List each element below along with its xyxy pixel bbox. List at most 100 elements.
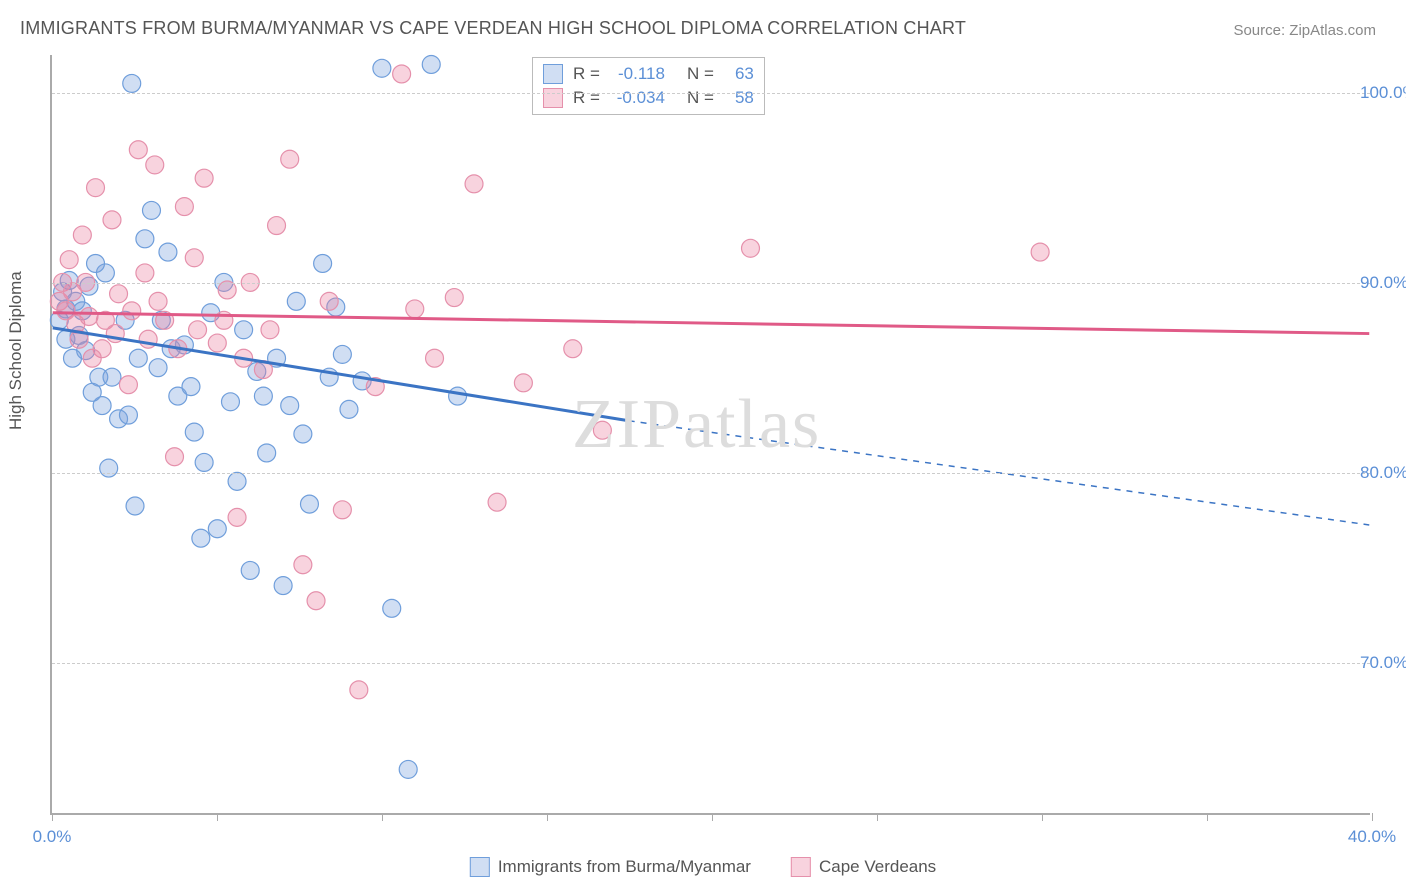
point-burma — [129, 349, 147, 367]
chart-title: IMMIGRANTS FROM BURMA/MYANMAR VS CAPE VE… — [20, 18, 966, 39]
legend-n-label: N = — [687, 86, 714, 110]
point-burma — [241, 561, 259, 579]
point-cape — [488, 493, 506, 511]
point-cape — [281, 150, 299, 168]
point-burma — [119, 406, 137, 424]
point-cape — [87, 179, 105, 197]
point-burma — [83, 383, 101, 401]
point-burma — [126, 497, 144, 515]
x-tick — [1207, 813, 1208, 821]
legend-swatch-cape — [791, 857, 811, 877]
point-burma — [136, 230, 154, 248]
legend-swatch-burma — [470, 857, 490, 877]
point-cape — [195, 169, 213, 187]
point-burma — [159, 243, 177, 261]
point-burma — [87, 254, 105, 272]
x-tick — [1042, 813, 1043, 821]
point-cape — [146, 156, 164, 174]
point-cape — [136, 264, 154, 282]
point-cape — [350, 681, 368, 699]
point-cape — [1031, 243, 1049, 261]
x-tick — [52, 813, 53, 821]
legend-n-value: 58 — [724, 86, 754, 110]
point-cape — [83, 349, 101, 367]
point-cape — [149, 292, 167, 310]
gridline — [52, 473, 1370, 474]
legend-r-value: -0.118 — [610, 62, 665, 86]
y-tick-label: 70.0% — [1360, 653, 1406, 673]
legend-item-burma: Immigrants from Burma/Myanmar — [470, 857, 751, 877]
x-tick — [217, 813, 218, 821]
legend-r-value: -0.034 — [610, 86, 665, 110]
point-cape — [80, 308, 98, 326]
point-cape — [406, 300, 424, 318]
point-burma — [149, 359, 167, 377]
point-cape — [103, 211, 121, 229]
point-burma — [123, 74, 141, 92]
point-burma — [235, 321, 253, 339]
point-burma — [449, 387, 467, 405]
legend-row-cape: R = -0.034 N = 58 — [543, 86, 754, 110]
point-cape — [208, 334, 226, 352]
legend-row-burma: R = -0.118N = 63 — [543, 62, 754, 86]
plot-area: ZIPatlas R = -0.118N = 63R = -0.034N = 5… — [50, 55, 1370, 815]
point-burma — [287, 292, 305, 310]
point-burma — [422, 55, 440, 73]
point-burma — [399, 760, 417, 778]
legend-n-label: N = — [687, 62, 714, 86]
point-cape — [189, 321, 207, 339]
point-cape — [307, 592, 325, 610]
point-burma — [333, 345, 351, 363]
point-burma — [314, 254, 332, 272]
point-cape — [261, 321, 279, 339]
gridline — [52, 663, 1370, 664]
point-burma — [195, 453, 213, 471]
point-cape — [60, 251, 78, 269]
point-cape — [445, 289, 463, 307]
point-cape — [175, 198, 193, 216]
point-burma — [340, 400, 358, 418]
point-burma — [208, 520, 226, 538]
point-burma — [373, 59, 391, 77]
gridline — [52, 93, 1370, 94]
point-burma — [281, 397, 299, 415]
x-tick-label: 40.0% — [1348, 827, 1396, 847]
correlation-legend: R = -0.118N = 63R = -0.034N = 58 — [532, 57, 765, 115]
x-tick — [877, 813, 878, 821]
point-cape — [166, 448, 184, 466]
point-burma — [192, 529, 210, 547]
point-cape — [514, 374, 532, 392]
legend-item-cape: Cape Verdeans — [791, 857, 936, 877]
point-burma — [383, 599, 401, 617]
point-cape — [73, 226, 91, 244]
gridline — [52, 283, 1370, 284]
x-tick-label: 0.0% — [33, 827, 72, 847]
point-cape — [294, 556, 312, 574]
point-cape — [110, 285, 128, 303]
point-cape — [57, 302, 75, 320]
point-cape — [333, 501, 351, 519]
point-cape — [593, 421, 611, 439]
point-cape — [742, 239, 760, 257]
point-burma — [103, 368, 121, 386]
legend-r-label: R = — [573, 86, 600, 110]
x-tick — [382, 813, 383, 821]
legend-label-burma: Immigrants from Burma/Myanmar — [498, 857, 751, 877]
series-legend: Immigrants from Burma/Myanmar Cape Verdea… — [470, 857, 936, 877]
x-tick — [712, 813, 713, 821]
legend-swatch-burma — [543, 64, 563, 84]
y-axis-title: High School Diploma — [6, 271, 26, 430]
legend-label-cape: Cape Verdeans — [819, 857, 936, 877]
chart-svg — [52, 55, 1370, 813]
point-burma — [294, 425, 312, 443]
point-burma — [258, 444, 276, 462]
point-cape — [320, 292, 338, 310]
point-burma — [100, 459, 118, 477]
legend-swatch-cape — [543, 88, 563, 108]
x-tick — [547, 813, 548, 821]
y-tick-label: 90.0% — [1360, 273, 1406, 293]
point-cape — [185, 249, 203, 267]
y-tick-label: 80.0% — [1360, 463, 1406, 483]
point-burma — [300, 495, 318, 513]
source-attribution: Source: ZipAtlas.com — [1233, 22, 1376, 39]
